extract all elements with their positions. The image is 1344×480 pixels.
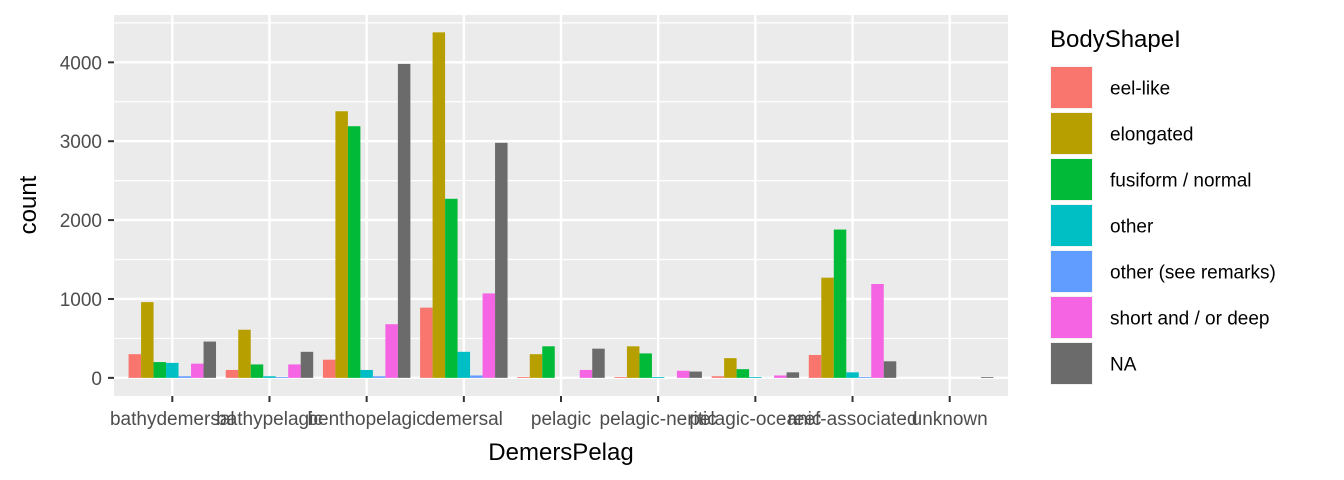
bar	[517, 377, 530, 378]
x-tick-label: demersal	[425, 409, 503, 430]
bar	[833, 229, 847, 378]
bar	[651, 377, 665, 378]
bar	[749, 377, 762, 378]
legend-label: fusiform / normal	[1110, 171, 1251, 192]
legend-swatch	[1051, 67, 1092, 108]
bar	[858, 377, 872, 378]
x-tick-label: reef-associated	[788, 409, 918, 430]
bar	[178, 376, 192, 378]
bar	[676, 370, 690, 378]
x-tick-label: pelagic	[531, 409, 591, 430]
x-tick-label: unknown	[912, 409, 988, 430]
legend-label: short and / or deep	[1110, 309, 1270, 330]
bar	[871, 283, 884, 378]
bar	[529, 354, 543, 378]
x-tick-label: bathypelagic	[216, 409, 323, 430]
bar	[288, 364, 301, 378]
legend-swatch	[1051, 297, 1092, 338]
bar	[153, 362, 167, 378]
bar	[883, 361, 897, 378]
bar	[689, 371, 702, 378]
bar	[639, 353, 652, 378]
x-tick-label: pelagic-oceanic	[689, 409, 821, 430]
y-tick-label: 3000	[60, 132, 102, 153]
y-tick-label: 1000	[60, 290, 102, 311]
bar	[736, 369, 750, 378]
bar	[300, 351, 314, 378]
bar	[542, 346, 555, 378]
legend-swatch	[1051, 251, 1092, 292]
bar	[626, 346, 640, 378]
legend-label: eel-like	[1110, 79, 1170, 100]
bar	[360, 369, 373, 378]
bar	[385, 324, 398, 378]
legend-items: eel-like elongated fusiform / normal other o…	[1050, 66, 1276, 385]
bar	[203, 341, 217, 378]
y-axis-title: count	[15, 175, 42, 234]
bar	[495, 142, 508, 378]
legend-label: NA	[1110, 355, 1137, 376]
bar	[432, 32, 446, 378]
bar	[166, 362, 179, 378]
x-tick-label: benthopelagic	[307, 409, 425, 430]
bar	[335, 111, 348, 378]
bar	[579, 369, 593, 378]
bar	[724, 358, 737, 378]
bar	[592, 348, 605, 378]
bar	[774, 375, 787, 378]
bar	[457, 351, 471, 378]
bars	[128, 32, 994, 378]
bar	[420, 307, 433, 378]
legend-swatch	[1051, 113, 1092, 154]
bar	[614, 377, 627, 378]
bar	[141, 302, 154, 378]
bar	[846, 372, 859, 378]
bar	[128, 354, 142, 378]
bar	[397, 63, 411, 378]
y-tick-label: 4000	[60, 53, 102, 74]
legend-label: other	[1110, 217, 1154, 238]
bar	[225, 369, 239, 378]
bar	[250, 364, 264, 378]
bar	[191, 363, 204, 378]
bar	[238, 329, 251, 378]
x-axis-title: DemersPelag	[488, 439, 633, 466]
legend-swatch	[1051, 343, 1092, 384]
legend-title: BodyShapeI	[1050, 26, 1181, 53]
x-tick-label: pelagic-neritic	[600, 409, 717, 430]
legend: BodyShapeI eel-like elongated fusiform / n…	[1050, 26, 1276, 385]
bar	[445, 198, 458, 378]
legend-swatch	[1051, 205, 1092, 246]
bar	[470, 375, 483, 378]
bar	[808, 354, 822, 378]
bar	[711, 376, 725, 378]
y-axis: 0 1000 2000 3000 4000	[60, 53, 114, 390]
bar	[372, 376, 386, 378]
grid-major	[114, 15, 1008, 396]
y-tick-label: 2000	[60, 211, 102, 232]
bar	[275, 377, 289, 378]
legend-label: other (see remarks)	[1110, 263, 1276, 284]
legend-label: elongated	[1110, 125, 1193, 146]
bar	[786, 372, 800, 378]
bar	[347, 126, 361, 378]
x-axis: bathydemersalbathypelagicbenthopelagicde…	[110, 396, 988, 430]
bar	[263, 376, 276, 378]
x-tick-label: bathydemersal	[110, 409, 235, 430]
y-tick-label: 0	[91, 369, 102, 390]
legend-swatch	[1051, 159, 1092, 200]
bar	[980, 377, 994, 378]
bar	[482, 293, 496, 378]
bar	[821, 277, 834, 378]
bar	[322, 359, 336, 378]
